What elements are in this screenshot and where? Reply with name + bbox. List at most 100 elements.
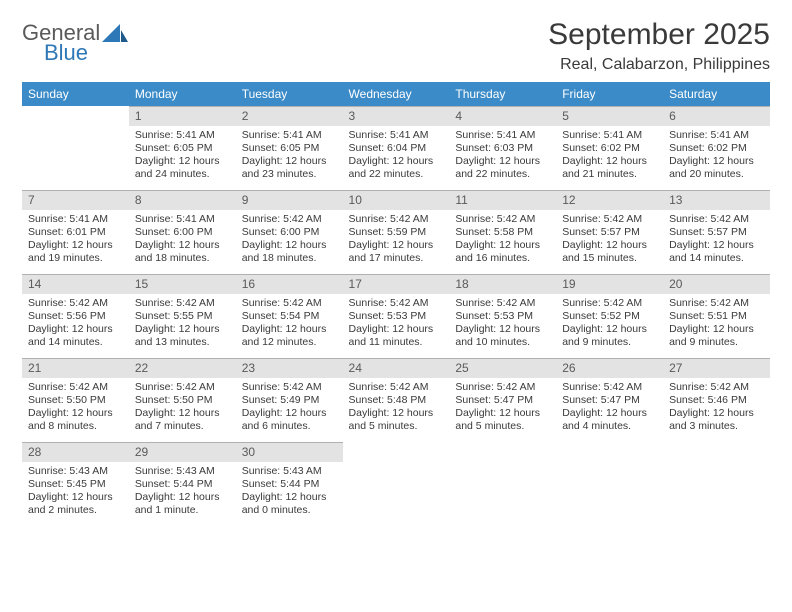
sunset-text: Sunset: 5:58 PM bbox=[455, 226, 550, 239]
day-details: Sunrise: 5:42 AMSunset: 5:58 PMDaylight:… bbox=[449, 210, 556, 272]
sunrise-text: Sunrise: 5:42 AM bbox=[349, 381, 444, 394]
calendar-day-cell: 18Sunrise: 5:42 AMSunset: 5:53 PMDayligh… bbox=[449, 274, 556, 358]
header: General Blue September 2025 Real, Calaba… bbox=[22, 18, 770, 74]
daylight-text: Daylight: 12 hours and 21 minutes. bbox=[562, 155, 657, 181]
sunset-text: Sunset: 5:57 PM bbox=[669, 226, 764, 239]
calendar-day-cell bbox=[663, 442, 770, 526]
sunrise-text: Sunrise: 5:43 AM bbox=[242, 465, 337, 478]
sunrise-text: Sunrise: 5:41 AM bbox=[242, 129, 337, 142]
calendar-day-cell: 23Sunrise: 5:42 AMSunset: 5:49 PMDayligh… bbox=[236, 358, 343, 442]
sunrise-text: Sunrise: 5:41 AM bbox=[349, 129, 444, 142]
day-details: Sunrise: 5:42 AMSunset: 5:50 PMDaylight:… bbox=[22, 378, 129, 440]
day-details: Sunrise: 5:42 AMSunset: 5:56 PMDaylight:… bbox=[22, 294, 129, 356]
calendar-day-cell: 20Sunrise: 5:42 AMSunset: 5:51 PMDayligh… bbox=[663, 274, 770, 358]
sunrise-text: Sunrise: 5:41 AM bbox=[135, 213, 230, 226]
sunrise-text: Sunrise: 5:42 AM bbox=[349, 297, 444, 310]
day-details: Sunrise: 5:41 AMSunset: 6:05 PMDaylight:… bbox=[236, 126, 343, 188]
day-number: 18 bbox=[449, 274, 556, 294]
day-details: Sunrise: 5:42 AMSunset: 5:59 PMDaylight:… bbox=[343, 210, 450, 272]
day-details: Sunrise: 5:42 AMSunset: 5:54 PMDaylight:… bbox=[236, 294, 343, 356]
daylight-text: Daylight: 12 hours and 16 minutes. bbox=[455, 239, 550, 265]
calendar-day-cell: 19Sunrise: 5:42 AMSunset: 5:52 PMDayligh… bbox=[556, 274, 663, 358]
calendar-day-cell: 12Sunrise: 5:42 AMSunset: 5:57 PMDayligh… bbox=[556, 190, 663, 274]
calendar-day-cell: 14Sunrise: 5:42 AMSunset: 5:56 PMDayligh… bbox=[22, 274, 129, 358]
calendar-day-cell: 22Sunrise: 5:42 AMSunset: 5:50 PMDayligh… bbox=[129, 358, 236, 442]
daylight-text: Daylight: 12 hours and 3 minutes. bbox=[669, 407, 764, 433]
sunrise-text: Sunrise: 5:42 AM bbox=[242, 381, 337, 394]
sunrise-text: Sunrise: 5:41 AM bbox=[28, 213, 123, 226]
day-details: Sunrise: 5:42 AMSunset: 5:57 PMDaylight:… bbox=[663, 210, 770, 272]
day-number: 22 bbox=[129, 358, 236, 378]
sunset-text: Sunset: 5:50 PM bbox=[28, 394, 123, 407]
sunset-text: Sunset: 5:50 PM bbox=[135, 394, 230, 407]
daylight-text: Daylight: 12 hours and 23 minutes. bbox=[242, 155, 337, 181]
day-number: 17 bbox=[343, 274, 450, 294]
day-number: 13 bbox=[663, 190, 770, 210]
sunset-text: Sunset: 5:47 PM bbox=[562, 394, 657, 407]
sunrise-text: Sunrise: 5:43 AM bbox=[28, 465, 123, 478]
sunrise-text: Sunrise: 5:42 AM bbox=[562, 381, 657, 394]
sunrise-text: Sunrise: 5:42 AM bbox=[562, 213, 657, 226]
day-number: 20 bbox=[663, 274, 770, 294]
sunrise-text: Sunrise: 5:42 AM bbox=[562, 297, 657, 310]
sunset-text: Sunset: 6:05 PM bbox=[242, 142, 337, 155]
sunrise-text: Sunrise: 5:42 AM bbox=[28, 297, 123, 310]
sunset-text: Sunset: 6:00 PM bbox=[242, 226, 337, 239]
daylight-text: Daylight: 12 hours and 5 minutes. bbox=[455, 407, 550, 433]
day-details: Sunrise: 5:42 AMSunset: 5:51 PMDaylight:… bbox=[663, 294, 770, 356]
sunset-text: Sunset: 6:01 PM bbox=[28, 226, 123, 239]
calendar-day-cell: 28Sunrise: 5:43 AMSunset: 5:45 PMDayligh… bbox=[22, 442, 129, 526]
sunset-text: Sunset: 5:49 PM bbox=[242, 394, 337, 407]
location-subtitle: Real, Calabarzon, Philippines bbox=[548, 56, 770, 74]
calendar-week-row: 14Sunrise: 5:42 AMSunset: 5:56 PMDayligh… bbox=[22, 274, 770, 358]
sunset-text: Sunset: 6:02 PM bbox=[669, 142, 764, 155]
calendar-week-row: 21Sunrise: 5:42 AMSunset: 5:50 PMDayligh… bbox=[22, 358, 770, 442]
weekday-header: Sunday bbox=[22, 82, 129, 106]
day-number: 2 bbox=[236, 106, 343, 126]
calendar-day-cell: 6Sunrise: 5:41 AMSunset: 6:02 PMDaylight… bbox=[663, 106, 770, 190]
sunset-text: Sunset: 6:05 PM bbox=[135, 142, 230, 155]
day-number: 26 bbox=[556, 358, 663, 378]
day-number: 28 bbox=[22, 442, 129, 462]
day-details: Sunrise: 5:41 AMSunset: 6:01 PMDaylight:… bbox=[22, 210, 129, 272]
sunset-text: Sunset: 5:54 PM bbox=[242, 310, 337, 323]
calendar-day-cell: 21Sunrise: 5:42 AMSunset: 5:50 PMDayligh… bbox=[22, 358, 129, 442]
day-number: 11 bbox=[449, 190, 556, 210]
calendar-day-cell: 15Sunrise: 5:42 AMSunset: 5:55 PMDayligh… bbox=[129, 274, 236, 358]
day-number: 23 bbox=[236, 358, 343, 378]
sunrise-text: Sunrise: 5:42 AM bbox=[28, 381, 123, 394]
daylight-text: Daylight: 12 hours and 22 minutes. bbox=[455, 155, 550, 181]
sunset-text: Sunset: 5:46 PM bbox=[669, 394, 764, 407]
day-number: 24 bbox=[343, 358, 450, 378]
daylight-text: Daylight: 12 hours and 22 minutes. bbox=[349, 155, 444, 181]
day-details: Sunrise: 5:42 AMSunset: 6:00 PMDaylight:… bbox=[236, 210, 343, 272]
day-details: Sunrise: 5:42 AMSunset: 5:53 PMDaylight:… bbox=[449, 294, 556, 356]
calendar-day-cell bbox=[556, 442, 663, 526]
day-details: Sunrise: 5:41 AMSunset: 6:02 PMDaylight:… bbox=[556, 126, 663, 188]
daylight-text: Daylight: 12 hours and 9 minutes. bbox=[562, 323, 657, 349]
sunset-text: Sunset: 5:59 PM bbox=[349, 226, 444, 239]
day-number: 4 bbox=[449, 106, 556, 126]
day-details: Sunrise: 5:42 AMSunset: 5:47 PMDaylight:… bbox=[449, 378, 556, 440]
day-number: 5 bbox=[556, 106, 663, 126]
sunset-text: Sunset: 5:48 PM bbox=[349, 394, 444, 407]
calendar-day-cell: 10Sunrise: 5:42 AMSunset: 5:59 PMDayligh… bbox=[343, 190, 450, 274]
calendar-day-cell: 8Sunrise: 5:41 AMSunset: 6:00 PMDaylight… bbox=[129, 190, 236, 274]
calendar-day-cell: 7Sunrise: 5:41 AMSunset: 6:01 PMDaylight… bbox=[22, 190, 129, 274]
day-details: Sunrise: 5:42 AMSunset: 5:50 PMDaylight:… bbox=[129, 378, 236, 440]
calendar-day-cell bbox=[22, 106, 129, 190]
sunset-text: Sunset: 6:00 PM bbox=[135, 226, 230, 239]
daylight-text: Daylight: 12 hours and 4 minutes. bbox=[562, 407, 657, 433]
day-details: Sunrise: 5:42 AMSunset: 5:53 PMDaylight:… bbox=[343, 294, 450, 356]
sunset-text: Sunset: 6:03 PM bbox=[455, 142, 550, 155]
sunrise-text: Sunrise: 5:42 AM bbox=[242, 297, 337, 310]
day-details: Sunrise: 5:42 AMSunset: 5:46 PMDaylight:… bbox=[663, 378, 770, 440]
sunset-text: Sunset: 5:56 PM bbox=[28, 310, 123, 323]
sunset-text: Sunset: 5:44 PM bbox=[135, 478, 230, 491]
day-number: 10 bbox=[343, 190, 450, 210]
daylight-text: Daylight: 12 hours and 8 minutes. bbox=[28, 407, 123, 433]
calendar-day-cell: 2Sunrise: 5:41 AMSunset: 6:05 PMDaylight… bbox=[236, 106, 343, 190]
day-details: Sunrise: 5:42 AMSunset: 5:52 PMDaylight:… bbox=[556, 294, 663, 356]
day-details: Sunrise: 5:41 AMSunset: 6:04 PMDaylight:… bbox=[343, 126, 450, 188]
sunrise-text: Sunrise: 5:42 AM bbox=[135, 381, 230, 394]
